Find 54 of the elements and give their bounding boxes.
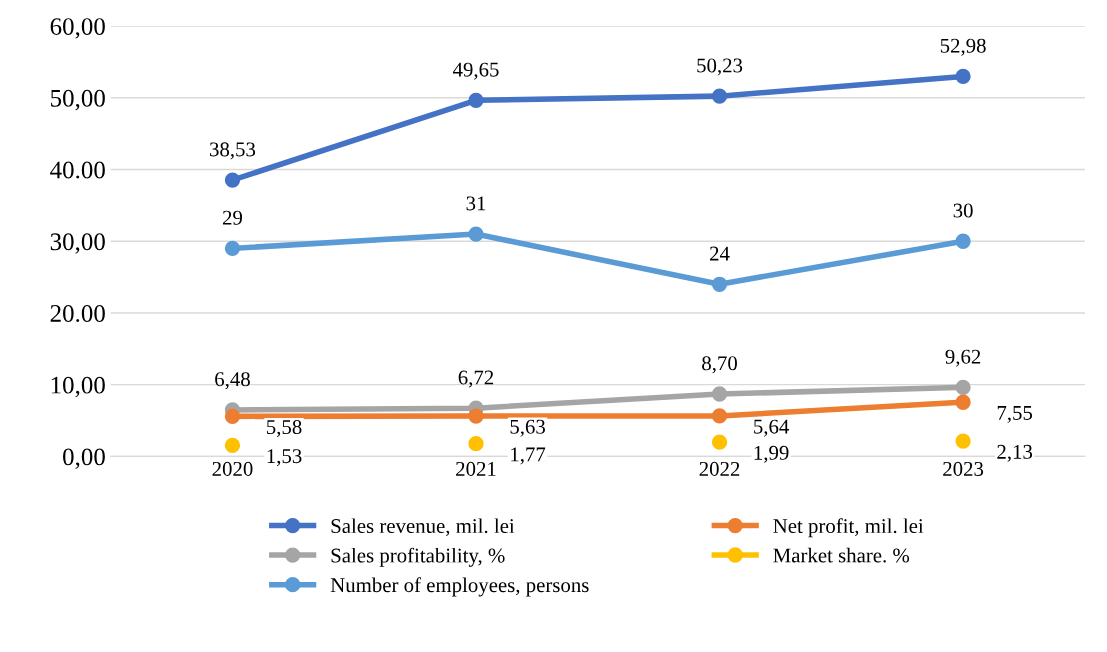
- data-label: 2,13: [997, 444, 1033, 462]
- y-tick-label: 50,00: [51, 89, 105, 111]
- point: [224, 240, 241, 257]
- point: [468, 408, 484, 424]
- point: [224, 437, 241, 454]
- data-label: 9,62: [945, 349, 981, 367]
- legend-label: Net profit, mil. lei: [773, 518, 924, 538]
- data-label: 52,98: [940, 38, 986, 56]
- data-label: 38,53: [210, 142, 256, 160]
- point: [224, 408, 241, 425]
- legend-label: Sales profitability, %: [331, 547, 505, 567]
- point: [955, 379, 971, 396]
- point: [711, 88, 728, 104]
- legend-label: Number of employees, persons: [330, 577, 589, 597]
- data-label: 49,65: [452, 62, 499, 80]
- x-tick-label: 2021: [456, 461, 496, 476]
- data-label: 5,64: [754, 419, 790, 437]
- y-tick-label: 0,00: [63, 448, 105, 469]
- data-label: 1,53: [267, 449, 302, 467]
- point: [955, 433, 971, 449]
- x-tick-label: 2023: [943, 461, 984, 476]
- point: [711, 408, 728, 424]
- data-label: 29: [222, 210, 243, 225]
- point: [711, 276, 728, 292]
- data-label: 5,58: [267, 420, 302, 438]
- data-label: 30: [953, 203, 973, 218]
- data-label: 8,70: [702, 356, 737, 374]
- data-label: 1,99: [754, 445, 789, 463]
- point: [955, 68, 971, 85]
- legend-label: Market share. %: [773, 547, 910, 563]
- data-label: 7,55: [997, 406, 1033, 423]
- data-label: 6,48: [215, 372, 250, 390]
- point: [955, 233, 971, 249]
- point: [224, 172, 241, 188]
- x-tick-label: 2020: [212, 461, 253, 476]
- data-label: 1,77: [511, 447, 546, 465]
- data-label: 5,63: [510, 419, 545, 437]
- y-tick-label: 60,00: [50, 18, 105, 39]
- data-label: 6,72: [458, 370, 494, 388]
- point: [955, 394, 971, 410]
- point: [468, 436, 484, 452]
- data-label: 50,23: [697, 58, 743, 76]
- legend-label: Sales revenue, mil. lei: [331, 518, 515, 537]
- y-tick-label: 40.00: [50, 161, 105, 179]
- y-tick-label: 10,00: [51, 376, 105, 398]
- point: [468, 226, 484, 242]
- x-tick-label: 2022: [699, 461, 740, 476]
- data-label: 24: [710, 246, 730, 261]
- data-label: 31: [466, 196, 486, 211]
- point: [468, 92, 484, 108]
- y-tick-label: 30,00: [50, 233, 105, 254]
- point: [711, 434, 728, 450]
- y-tick-label: 20.00: [50, 305, 105, 322]
- point: [711, 386, 728, 402]
